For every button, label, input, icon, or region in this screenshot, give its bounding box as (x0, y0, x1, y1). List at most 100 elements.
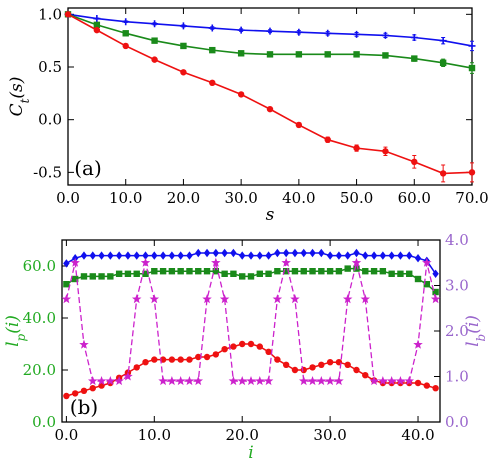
data-point (282, 248, 290, 258)
data-point (432, 288, 439, 296)
data-point (309, 248, 316, 258)
data-point (203, 353, 211, 361)
data-point (290, 294, 300, 304)
y-right-tick-label: 1.0 (445, 368, 469, 386)
data-point (209, 46, 216, 54)
data-point (88, 376, 98, 386)
data-point (230, 270, 237, 277)
y-right-tick-label: 3.0 (445, 277, 469, 295)
data-point (114, 376, 124, 386)
data-point (342, 294, 353, 304)
data-point (265, 251, 272, 260)
data-point (79, 339, 89, 349)
data-point (266, 105, 274, 113)
data-point (151, 37, 158, 44)
data-point (96, 376, 107, 386)
data-point (335, 251, 343, 260)
data-point (344, 361, 351, 368)
data-point (362, 268, 369, 275)
data-point (378, 376, 388, 386)
series-green (63, 265, 439, 296)
panel-b: 0.0 10.0 20.0 30.0 40.0 0.0 20.0 40.0 60.0 0.0 1.0… (3, 231, 488, 463)
x-tick-label: 40.0 (401, 426, 434, 444)
data-point (122, 18, 130, 26)
panel-label: (b) (70, 395, 98, 419)
data-point (93, 21, 101, 29)
data-point (158, 376, 168, 386)
data-point (316, 376, 327, 386)
data-point (414, 379, 422, 387)
data-point (230, 248, 237, 258)
x-tick-label: 20.0 (167, 189, 200, 207)
data-point (439, 170, 447, 177)
data-point (247, 251, 255, 260)
data-point (63, 392, 70, 400)
y-tick-label: -0.5 (33, 163, 62, 181)
data-point (239, 273, 246, 280)
data-point (351, 257, 362, 267)
y-tick-label: 0.5 (38, 58, 62, 76)
data-point (309, 268, 316, 275)
data-point (168, 268, 176, 275)
data-point (397, 270, 404, 277)
series-red (64, 11, 476, 183)
data-point (211, 257, 221, 267)
data-point (309, 364, 316, 371)
data-point (379, 268, 387, 275)
data-point (295, 51, 303, 58)
data-point (432, 385, 439, 392)
data-point (324, 51, 331, 58)
data-point (266, 51, 274, 58)
x-tick-label: 0.0 (56, 189, 80, 207)
data-point (274, 248, 281, 258)
data-point (193, 376, 204, 386)
data-point (468, 169, 476, 176)
data-point (71, 275, 79, 283)
data-point (422, 257, 432, 267)
data-point (80, 387, 88, 394)
x-axis-label: i (248, 443, 253, 463)
data-point (300, 268, 307, 275)
data-point (105, 376, 116, 386)
data-point (344, 251, 351, 260)
data-point (382, 52, 389, 59)
data-point (71, 390, 79, 397)
data-point (180, 42, 187, 50)
data-point (263, 376, 274, 386)
data-point (221, 346, 228, 353)
series-blue (64, 10, 476, 52)
data-point (115, 270, 123, 277)
data-point (131, 294, 142, 304)
y-right-tick-label: 4.0 (445, 231, 469, 249)
data-point (423, 382, 431, 389)
data-point (291, 248, 299, 258)
data-point (237, 26, 245, 34)
data-point (382, 148, 389, 155)
data-point (195, 353, 202, 361)
data-point (186, 356, 193, 363)
data-point (362, 251, 369, 260)
panel-a-frame (67, 7, 473, 186)
data-point (274, 356, 281, 363)
data-point (133, 270, 140, 277)
data-point (404, 376, 414, 386)
data-point (282, 361, 290, 368)
data-point (93, 26, 101, 34)
x-tick-label: 10.0 (138, 426, 171, 444)
data-point (295, 121, 303, 129)
data-point (265, 270, 272, 277)
data-point (370, 268, 378, 275)
data-point (149, 294, 160, 304)
data-point (432, 269, 439, 278)
data-point (89, 273, 96, 280)
data-point (159, 268, 167, 275)
data-point (335, 268, 343, 275)
panel-label: (a) (74, 156, 102, 180)
y-tick-label: 1.0 (38, 5, 62, 23)
data-point (230, 343, 237, 350)
data-point (318, 248, 325, 258)
y-left-tick-label: 0.0 (32, 413, 56, 431)
data-point (168, 356, 176, 363)
data-point (265, 348, 272, 355)
data-point (295, 28, 303, 36)
